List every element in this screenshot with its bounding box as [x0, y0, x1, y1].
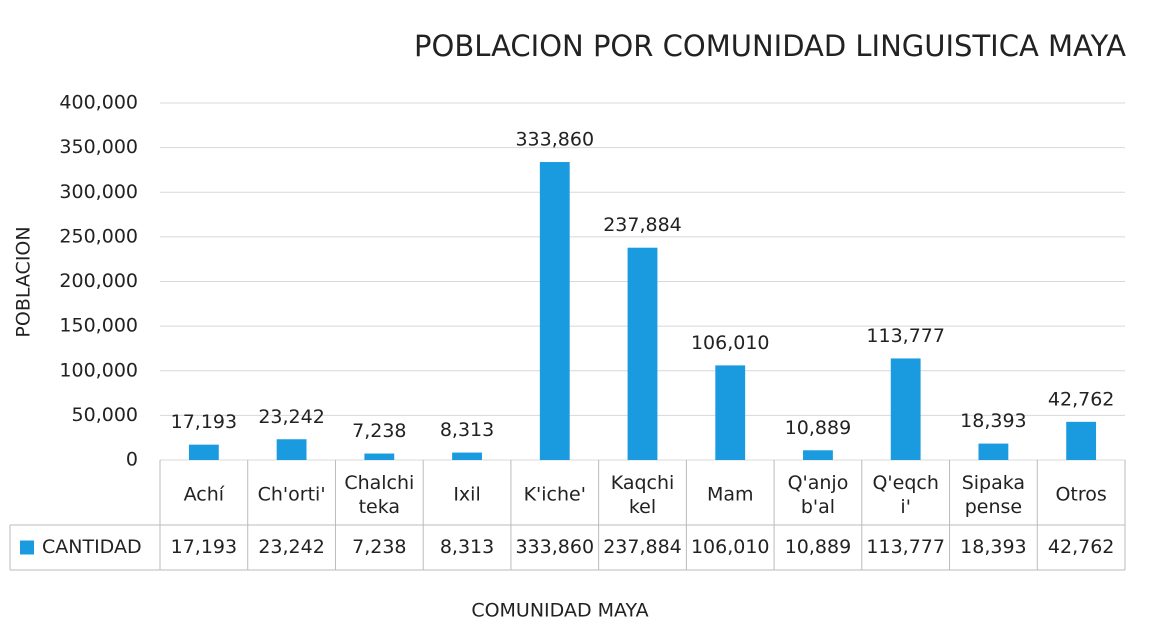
x-tick-label: Kaqchi kel — [611, 472, 675, 518]
data-label: 113,777 — [866, 325, 945, 347]
x-tick-label: Ch'orti' — [258, 484, 326, 506]
table-value: 23,242 — [258, 536, 324, 558]
y-tick-label: 150,000 — [59, 315, 138, 337]
data-label: 7,238 — [352, 420, 406, 442]
x-tick-label: Mam — [707, 484, 754, 506]
data-label: 10,889 — [785, 417, 851, 439]
y-tick-label: 50,000 — [72, 404, 138, 426]
table-value: 18,393 — [960, 536, 1026, 558]
y-tick-label: 0 — [126, 449, 138, 471]
bar — [978, 443, 1009, 460]
table-value: 113,777 — [866, 536, 945, 558]
y-axis-title: POBLACION — [13, 226, 35, 337]
data-label: 42,762 — [1048, 388, 1114, 410]
table-value: 7,238 — [352, 536, 406, 558]
y-tick-label: 350,000 — [59, 136, 138, 158]
y-tick-label: 100,000 — [59, 359, 138, 381]
bar — [715, 365, 746, 460]
table-value: 42,762 — [1048, 536, 1114, 558]
y-tick-label: 250,000 — [59, 225, 138, 247]
data-label: 17,193 — [171, 411, 237, 433]
x-tick-label: Ixil — [453, 484, 480, 506]
data-label: 333,860 — [515, 129, 594, 151]
data-label: 106,010 — [691, 332, 770, 354]
y-tick-label: 400,000 — [59, 92, 138, 114]
legend-label: CANTIDAD — [42, 536, 142, 558]
bar — [890, 358, 921, 460]
bar — [803, 450, 833, 460]
bar — [539, 162, 570, 460]
data-label: 23,242 — [258, 406, 324, 428]
table-value: 106,010 — [691, 536, 770, 558]
y-tick-label: 200,000 — [59, 270, 138, 292]
table-value: 333,860 — [515, 536, 594, 558]
bar — [627, 247, 658, 460]
x-tick-label: Otros — [1055, 484, 1106, 506]
x-axis-title: COMUNIDAD MAYA — [471, 600, 648, 622]
bar — [364, 453, 395, 460]
x-tick-label: Sipaka pense — [962, 472, 1025, 518]
x-tick-label: Q'eqch i' — [872, 472, 938, 518]
x-tick-label: Chalchi teka — [344, 472, 414, 518]
table-value: 17,193 — [171, 536, 237, 558]
legend-swatch — [20, 540, 34, 555]
table-value: 8,313 — [440, 536, 494, 558]
bar — [1066, 421, 1097, 460]
data-label: 18,393 — [960, 410, 1026, 432]
bar — [188, 444, 219, 460]
y-tick-label: 300,000 — [59, 181, 138, 203]
table-value: 10,889 — [785, 536, 851, 558]
x-tick-label: Q'anjo b'al — [788, 472, 849, 518]
x-tick-label: K'iche' — [524, 484, 586, 506]
bar — [276, 439, 307, 460]
bar — [452, 452, 482, 460]
table-value: 237,884 — [603, 536, 682, 558]
data-label: 237,884 — [603, 214, 682, 236]
data-label: 8,313 — [440, 419, 494, 441]
x-tick-label: Achí — [184, 484, 225, 506]
chart-title: POBLACION POR COMUNIDAD LINGUISTICA MAYA — [414, 29, 1126, 63]
